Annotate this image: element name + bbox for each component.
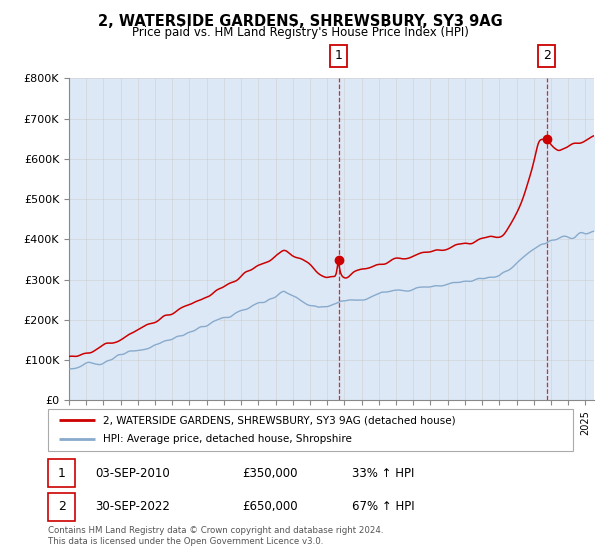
Text: Contains HM Land Registry data © Crown copyright and database right 2024.
This d: Contains HM Land Registry data © Crown c… xyxy=(48,526,383,546)
Text: 2, WATERSIDE GARDENS, SHREWSBURY, SY3 9AG: 2, WATERSIDE GARDENS, SHREWSBURY, SY3 9A… xyxy=(98,14,502,29)
Text: 2: 2 xyxy=(543,49,551,62)
Text: 2: 2 xyxy=(58,500,65,514)
Text: 2, WATERSIDE GARDENS, SHREWSBURY, SY3 9AG (detached house): 2, WATERSIDE GARDENS, SHREWSBURY, SY3 9A… xyxy=(103,415,456,425)
Bar xyxy=(48,459,76,487)
Text: HPI: Average price, detached house, Shropshire: HPI: Average price, detached house, Shro… xyxy=(103,435,352,445)
Bar xyxy=(48,493,76,521)
Text: 1: 1 xyxy=(58,466,65,480)
Text: 33% ↑ HPI: 33% ↑ HPI xyxy=(353,466,415,480)
Text: 1: 1 xyxy=(335,49,343,62)
Text: £350,000: £350,000 xyxy=(242,466,298,480)
Text: 30-SEP-2022: 30-SEP-2022 xyxy=(95,500,170,514)
Text: 67% ↑ HPI: 67% ↑ HPI xyxy=(353,500,415,514)
Text: Price paid vs. HM Land Registry's House Price Index (HPI): Price paid vs. HM Land Registry's House … xyxy=(131,26,469,39)
Text: £650,000: £650,000 xyxy=(242,500,298,514)
Text: 03-SEP-2010: 03-SEP-2010 xyxy=(95,466,170,480)
